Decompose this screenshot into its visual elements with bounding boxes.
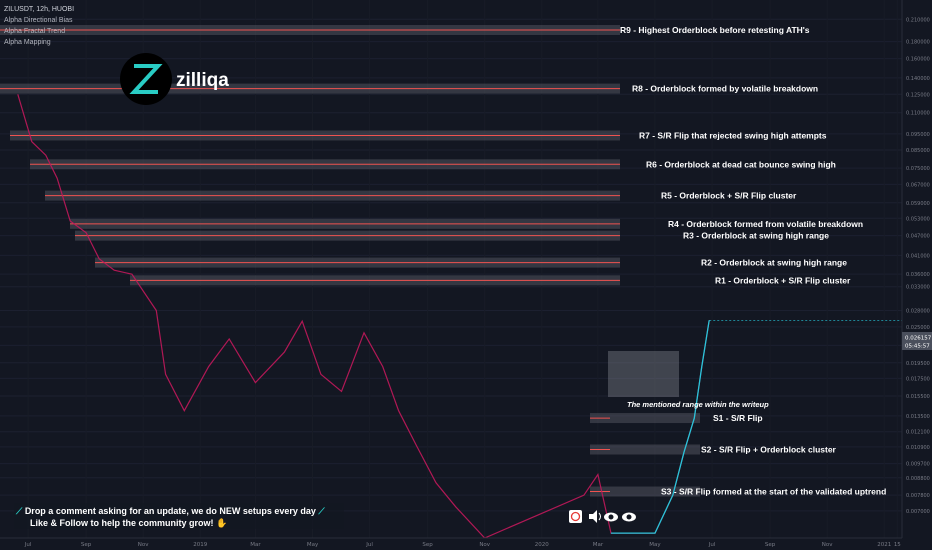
y-tick-label: 0.180000 xyxy=(906,40,930,46)
uptrend-line xyxy=(611,320,710,534)
level-label: R5 - Orderblock + S/R Flip cluster xyxy=(661,191,797,201)
x-tick-label: 15 xyxy=(894,542,901,548)
y-tick-label: 0.110000 xyxy=(906,111,930,117)
level-zone xyxy=(590,413,700,424)
eye-icon[interactable] xyxy=(604,512,618,522)
x-tick-label: 2021 xyxy=(877,542,891,548)
range-note: The mentioned range within the writeup xyxy=(627,400,769,409)
footer-backdrop xyxy=(14,503,344,529)
x-tick-label: Jul xyxy=(708,542,716,548)
y-tick-label: 0.015500 xyxy=(906,394,930,400)
x-tick-label: Sep xyxy=(765,542,776,548)
x-tick-label: Nov xyxy=(822,542,833,548)
x-tick-label: Jul xyxy=(24,542,32,548)
level-label: S1 - S/R Flip xyxy=(713,413,763,423)
last-price: 0.026157 xyxy=(905,336,932,342)
level-label: R3 - Orderblock at swing high range xyxy=(683,231,829,241)
footer-line-2: Like & Follow to help the community grow… xyxy=(30,517,227,528)
x-tick-label: Mar xyxy=(593,542,604,548)
y-tick-label: 0.009700 xyxy=(906,462,930,468)
level-label: R2 - Orderblock at swing high range xyxy=(701,258,847,268)
y-tick-label: 0.125000 xyxy=(906,92,930,98)
y-tick-label: 0.047000 xyxy=(906,234,930,240)
eye-icon[interactable] xyxy=(622,512,636,522)
zilliqa-icon: ⟋ xyxy=(15,506,25,516)
y-tick-label: 0.007000 xyxy=(906,509,930,515)
y-tick-label: 0.095000 xyxy=(906,132,930,138)
footer-line-1: ⟋ Drop a comment asking for an update, w… xyxy=(15,506,325,516)
y-tick-label: 0.017500 xyxy=(906,376,930,382)
price-axis-panel xyxy=(902,0,932,550)
x-tick-label: Sep xyxy=(422,542,433,548)
y-tick-label: 0.025000 xyxy=(906,325,930,331)
level-label: S2 - S/R Flip + Orderblock cluster xyxy=(701,445,837,455)
levels-layer: R9 - Highest Orderblock before retesting… xyxy=(0,25,886,497)
range-box xyxy=(608,351,679,397)
x-tick-label: 2019 xyxy=(193,542,207,548)
y-tick-label: 0.140000 xyxy=(906,76,930,82)
level-zone xyxy=(590,444,700,455)
indicator-fractal-trend[interactable]: Alpha Fractal Trend xyxy=(4,28,65,35)
time-axis[interactable]: Jul Sep Nov 2019 Mar May Jul Sep Nov 2020 Mar May Ju… xyxy=(0,537,932,550)
x-tick-label: Sep xyxy=(81,542,92,548)
level-label: R9 - Highest Orderblock before retesting… xyxy=(620,25,810,35)
x-tick-label: May xyxy=(307,542,319,548)
x-tick-label: Jul xyxy=(365,542,373,548)
zilliqa-logo: zilliqa xyxy=(120,53,229,105)
indicator-mapping[interactable]: Alpha Mapping xyxy=(4,39,51,46)
y-tick-label: 0.067000 xyxy=(906,182,930,188)
x-tick-label: Mar xyxy=(250,542,261,548)
y-tick-label: 0.075000 xyxy=(906,166,930,172)
y-tick-label: 0.033000 xyxy=(906,285,930,291)
y-tick-label: 0.013500 xyxy=(906,414,930,420)
speaker-icon[interactable] xyxy=(589,510,601,523)
symbol-title: ZILUSDT, 12h, HUOBI xyxy=(4,6,74,13)
time-axis-panel xyxy=(0,538,932,550)
y-tick-label: 0.007800 xyxy=(906,493,930,499)
x-tick-label: Nov xyxy=(138,542,149,548)
last-price-badge: 0.026157 05:45:57 xyxy=(902,332,932,350)
x-tick-label: 2020 xyxy=(535,542,549,548)
zilliqa-logo-icon xyxy=(129,64,163,94)
x-tick-label: Nov xyxy=(479,542,490,548)
y-tick-label: 0.059000 xyxy=(906,201,930,207)
y-tick-label: 0.160000 xyxy=(906,57,930,63)
countdown: 05:45:57 xyxy=(905,344,930,350)
level-label: R6 - Orderblock at dead cat bounce swing… xyxy=(646,159,836,169)
alarm-icon[interactable] xyxy=(569,510,582,523)
indicator-directional-bias[interactable]: Alpha Directional Bias xyxy=(4,17,73,24)
y-tick-label: 0.053000 xyxy=(906,216,930,222)
y-tick-label: 0.041000 xyxy=(906,253,930,259)
price-layer xyxy=(17,94,902,539)
footer-line-1-text: Drop a comment asking for an update, we … xyxy=(25,506,316,516)
chart-toolbar xyxy=(569,510,636,523)
hand-icon: ✋ xyxy=(214,517,228,528)
y-tick-label: 0.028000 xyxy=(906,308,930,314)
y-tick-label: 0.010900 xyxy=(906,445,930,451)
logo-text: zilliqa xyxy=(176,70,229,91)
level-label: R8 - Orderblock formed by volatile break… xyxy=(632,84,818,94)
level-label: S3 - S/R Flip formed at the start of the… xyxy=(661,487,886,497)
y-tick-label: 0.036000 xyxy=(906,272,930,278)
y-tick-label: 0.085000 xyxy=(906,148,930,154)
price-axis[interactable]: 0.210000 0.180000 0.160000 0.140000 0.125000… xyxy=(901,0,932,550)
y-tick-label: 0.008800 xyxy=(906,476,930,482)
y-tick-label: 0.019500 xyxy=(906,361,930,367)
level-label: R4 - Orderblock formed from volatile bre… xyxy=(668,219,863,229)
x-tick-label: May xyxy=(649,542,661,548)
footer-line-2-text: Like & Follow to help the community grow… xyxy=(30,518,214,528)
level-label: R1 - Orderblock + S/R Flip cluster xyxy=(715,275,851,285)
level-zone xyxy=(590,486,700,497)
level-label: R7 - S/R Flip that rejected swing high a… xyxy=(639,130,827,140)
y-tick-label: 0.210000 xyxy=(906,17,930,23)
zilliqa-icon: ⟋ xyxy=(316,506,326,516)
y-tick-label: 0.012100 xyxy=(906,430,930,436)
